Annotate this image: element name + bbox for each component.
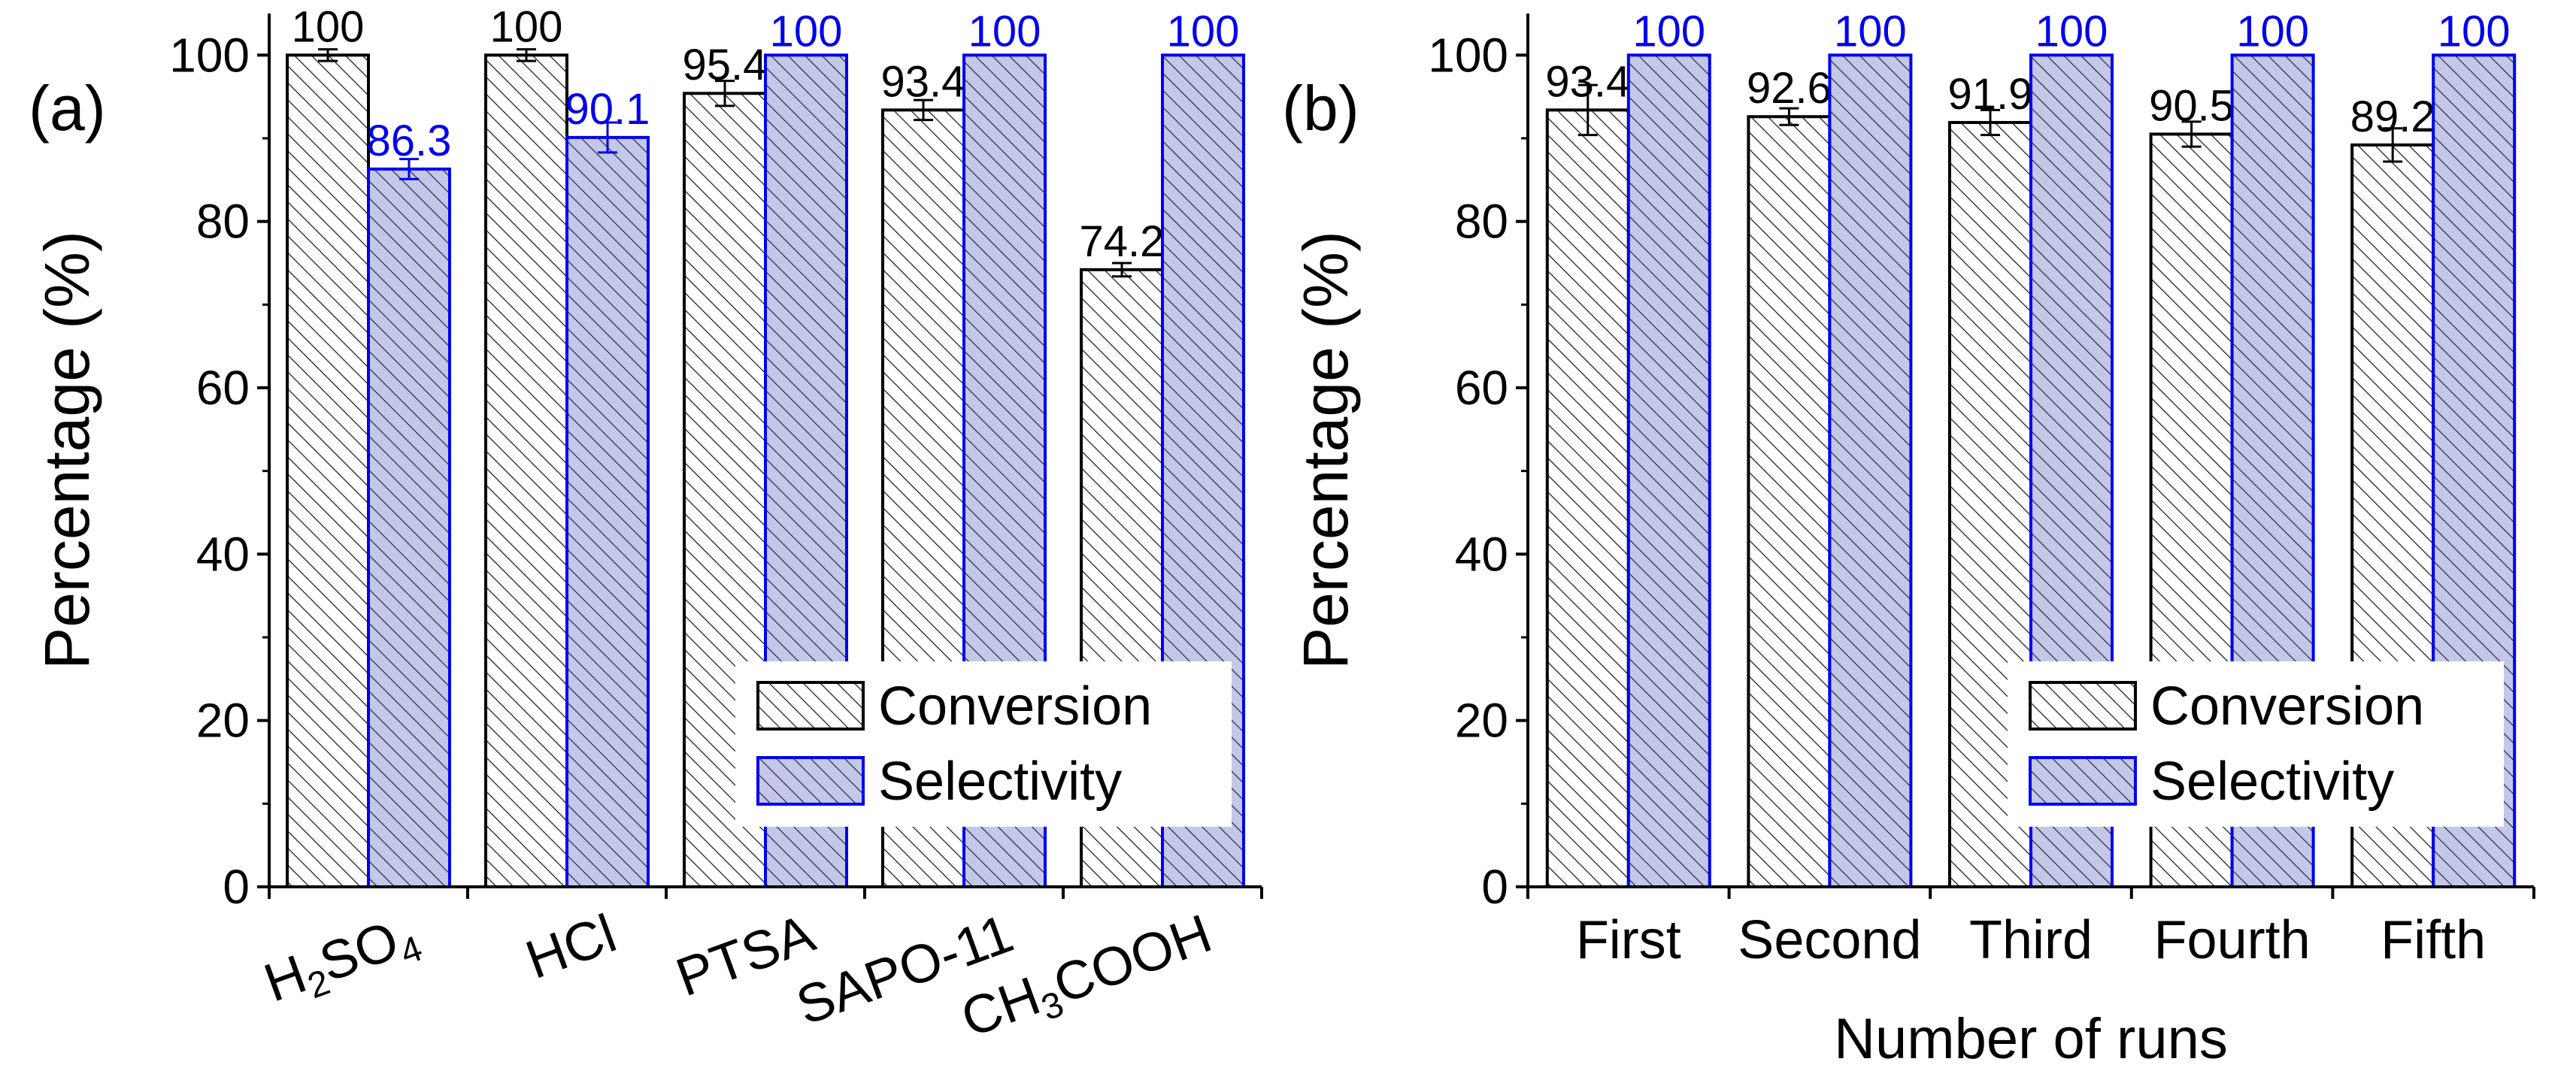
y-axis-title: Percentage (%) — [32, 231, 102, 670]
panel-b-chart: (b)Percentage (%)93.4 92.6 91.9 90.5 89.2100… — [1282, 7, 2535, 1071]
y-tick-label: 60 — [196, 361, 250, 415]
conversion-error-bar — [1112, 262, 1132, 278]
y-axis-title: Percentage (%) — [1290, 231, 1361, 670]
y-tick-label: 100 — [1428, 28, 1508, 82]
y-tick-label: 0 — [223, 860, 250, 914]
conversion-data-label: 74.2 — [1080, 217, 1165, 266]
selectivity-data-label: 100 — [2035, 7, 2108, 56]
selectivity-data-label: 90.1 — [565, 85, 650, 134]
conversion-error-bar — [914, 98, 933, 122]
legend-item-conversion: Conversion — [2029, 676, 2424, 737]
legend-swatch-conversion — [756, 681, 865, 731]
y-tick-label: 40 — [196, 527, 250, 581]
conversion-error-bar — [2181, 120, 2202, 148]
conversion-error-bar — [1577, 83, 1598, 137]
selectivity-bar — [1626, 53, 1711, 888]
selectivity-data-label: 100 — [968, 7, 1041, 56]
conversion-error-bar — [2383, 127, 2403, 163]
conversion-data-label: 100 — [292, 2, 365, 51]
selectivity-data-label: 100 — [1834, 7, 1907, 56]
conversion-data-label: 100 — [490, 2, 563, 51]
conversion-bar — [1545, 108, 1630, 889]
selectivity-error-bar — [598, 121, 617, 154]
legend-label: Selectivity — [878, 752, 1122, 812]
legend-swatch-selectivity — [756, 756, 865, 806]
x-axis-title: Number of runs — [1834, 1007, 2228, 1071]
selectivity-bar — [1828, 53, 1913, 888]
legend-label: Selectivity — [2150, 752, 2394, 812]
conversion-data-label: 89.2 — [2350, 92, 2435, 141]
conversion-data-label: 93.4 — [881, 57, 966, 106]
x-category-label: H2SO4 — [256, 903, 427, 1021]
conversion-error-bar — [318, 48, 338, 62]
selectivity-bar — [565, 135, 650, 889]
panel-label: (b) — [1282, 73, 1359, 144]
legend-item-selectivity: Selectivity — [756, 752, 1122, 812]
y-tick-label: 40 — [1455, 527, 1508, 581]
selectivity-bar — [367, 167, 451, 889]
x-category-label: First — [1576, 910, 1681, 970]
conversion-data-label: 95.4 — [683, 41, 768, 89]
selectivity-error-bar — [399, 158, 419, 180]
y-tick-label: 60 — [1455, 361, 1508, 415]
conversion-bar — [286, 53, 370, 888]
legend: Conversion Selectivity — [735, 661, 1232, 827]
x-category-label: Fourth — [2154, 910, 2311, 970]
legend-swatch-selectivity — [2029, 756, 2137, 806]
y-tick-label: 20 — [196, 694, 250, 748]
y-tick-label: 80 — [1455, 195, 1508, 249]
legend-swatch-conversion — [2029, 681, 2137, 731]
legend-label: Conversion — [2150, 676, 2424, 737]
y-tick-label: 100 — [169, 28, 250, 82]
legend-item-conversion: Conversion — [756, 676, 1152, 737]
selectivity-data-label: 86.3 — [367, 116, 452, 165]
conversion-error-bar — [1779, 107, 1799, 126]
conversion-error-bar — [1980, 108, 2000, 137]
selectivity-data-label: 100 — [1167, 7, 1240, 56]
conversion-error-bar — [715, 80, 735, 107]
conversion-bar — [1747, 115, 1832, 888]
conversion-error-bar — [517, 48, 536, 62]
x-category-label: Second — [1738, 910, 1921, 970]
legend-label: Conversion — [878, 676, 1152, 737]
y-tick-label: 20 — [1455, 694, 1508, 748]
selectivity-data-label: 100 — [2236, 7, 2309, 56]
y-tick-label: 80 — [196, 195, 250, 249]
panel-label: (a) — [29, 73, 106, 144]
conversion-bar — [484, 53, 568, 888]
conversion-data-label: 91.9 — [1948, 70, 2033, 119]
conversion-data-label: 93.4 — [1545, 57, 1630, 106]
legend: Conversion Selectivity — [2008, 661, 2504, 827]
conversion-data-label: 92.6 — [1747, 64, 1832, 113]
selectivity-data-label: 100 — [1632, 7, 1705, 56]
selectivity-data-label: 100 — [770, 7, 843, 56]
conversion-data-label: 90.5 — [2149, 81, 2234, 130]
selectivity-data-label: 100 — [2438, 7, 2511, 56]
x-category-label: Fifth — [2381, 910, 2486, 970]
x-category-label: Third — [1969, 910, 2093, 970]
x-category-label: HCl — [518, 903, 623, 991]
legend-item-selectivity: Selectivity — [2029, 752, 2394, 812]
y-tick-label: 0 — [1481, 860, 1508, 914]
